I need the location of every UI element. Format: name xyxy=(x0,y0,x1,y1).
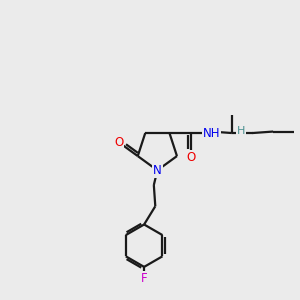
Text: O: O xyxy=(114,136,123,149)
Text: NH: NH xyxy=(202,127,220,140)
Text: O: O xyxy=(186,151,195,164)
Text: N: N xyxy=(153,164,162,177)
Text: H: H xyxy=(237,126,245,136)
Text: F: F xyxy=(141,272,147,285)
